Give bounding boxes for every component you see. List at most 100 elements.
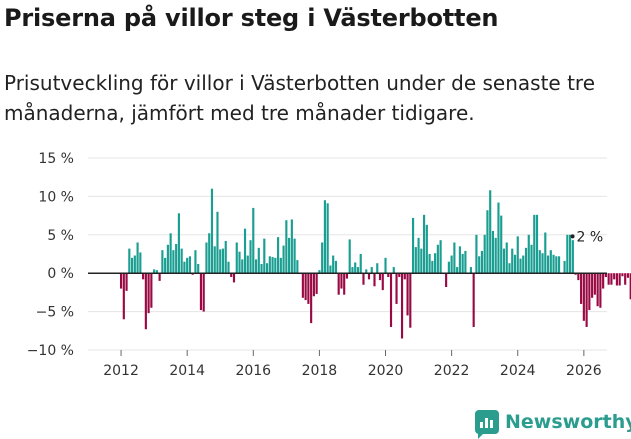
bar <box>285 220 288 274</box>
bar <box>142 273 145 280</box>
bar <box>348 239 351 274</box>
bar <box>277 237 280 274</box>
bar <box>458 246 461 274</box>
bar <box>318 270 321 274</box>
bar <box>252 207 255 274</box>
bar <box>340 273 343 289</box>
bar <box>577 273 580 281</box>
bar <box>431 260 434 274</box>
bar <box>243 228 247 274</box>
bar <box>282 245 285 274</box>
bar <box>434 253 437 274</box>
bar <box>524 247 528 274</box>
bar <box>389 273 393 327</box>
bar <box>569 234 572 274</box>
bar <box>177 213 180 274</box>
bar <box>290 219 293 274</box>
bar <box>480 250 484 274</box>
bar <box>538 250 541 274</box>
bar <box>122 273 125 320</box>
bar <box>213 246 216 274</box>
bar <box>144 273 147 330</box>
bar <box>596 273 599 307</box>
bar <box>464 250 467 274</box>
bar <box>304 273 307 301</box>
brand-logo[interactable]: Newsworthy <box>475 406 631 439</box>
y-tick-label: 15 % <box>38 151 74 167</box>
newsworthy-logo-icon <box>475 410 499 439</box>
bar <box>381 273 384 291</box>
bar <box>411 217 415 274</box>
bar <box>150 273 153 308</box>
bar <box>384 257 387 274</box>
bar <box>169 233 172 274</box>
x-tick-label: 2014 <box>169 363 205 379</box>
x-axis-ticks: 2012 2014 2016 2018 2020 2022 2024 2026 <box>103 350 602 379</box>
bar <box>500 215 503 274</box>
bar <box>265 263 269 274</box>
bar <box>321 242 324 274</box>
bar <box>585 273 588 327</box>
bar <box>232 273 236 283</box>
bar <box>136 242 139 274</box>
bar <box>549 250 552 274</box>
y-tick-label: −5 % <box>36 305 74 321</box>
annotation-label: 2 % <box>577 229 604 245</box>
bar <box>191 273 194 275</box>
bar <box>359 254 362 274</box>
bar <box>530 244 533 274</box>
bar <box>210 188 214 274</box>
bar <box>574 273 577 275</box>
bar <box>447 261 450 274</box>
bar <box>326 203 329 274</box>
bar <box>263 238 266 274</box>
bar <box>268 256 271 274</box>
bar <box>208 233 211 274</box>
bar <box>400 273 404 339</box>
bar <box>494 237 497 274</box>
bar <box>508 263 511 274</box>
chart-subtitle: Prisutveckling för villor i Västerbotten… <box>4 71 596 125</box>
bar <box>373 273 376 287</box>
bar <box>621 273 624 277</box>
x-tick-label: 2022 <box>434 363 470 379</box>
bar <box>417 237 420 274</box>
bar <box>334 260 338 274</box>
bar <box>491 230 495 274</box>
bar <box>420 248 423 274</box>
bar <box>155 270 158 274</box>
bar <box>497 202 500 274</box>
bar <box>527 234 530 274</box>
bar <box>544 232 547 274</box>
bar <box>533 214 536 274</box>
bar <box>312 273 315 297</box>
bar <box>197 263 200 274</box>
bar <box>439 240 442 274</box>
bar <box>205 242 208 274</box>
chart-title: Priserna på villor steg i Västerbotten <box>4 4 499 32</box>
bar <box>216 211 219 274</box>
bar <box>293 238 296 274</box>
bar <box>582 273 585 321</box>
y-axis-ticks: −10 % −5 % 0 % 5 % 10 % 15 % <box>27 151 74 359</box>
bar <box>425 224 428 274</box>
y-tick-label: 0 % <box>47 266 74 282</box>
bar <box>166 244 169 274</box>
bar <box>343 273 346 295</box>
bar <box>260 263 263 274</box>
bar <box>365 269 368 274</box>
bar <box>392 267 395 274</box>
bar <box>274 257 277 274</box>
bar <box>332 255 335 274</box>
bar <box>478 256 481 274</box>
bar <box>378 273 382 281</box>
annotation-marker <box>570 234 575 239</box>
bar <box>593 273 596 295</box>
x-tick-label: 2018 <box>302 363 338 379</box>
bar <box>119 273 123 289</box>
bar <box>445 273 448 288</box>
bar <box>486 210 489 274</box>
bar <box>450 255 453 274</box>
bar <box>475 234 478 274</box>
bar <box>257 247 260 274</box>
